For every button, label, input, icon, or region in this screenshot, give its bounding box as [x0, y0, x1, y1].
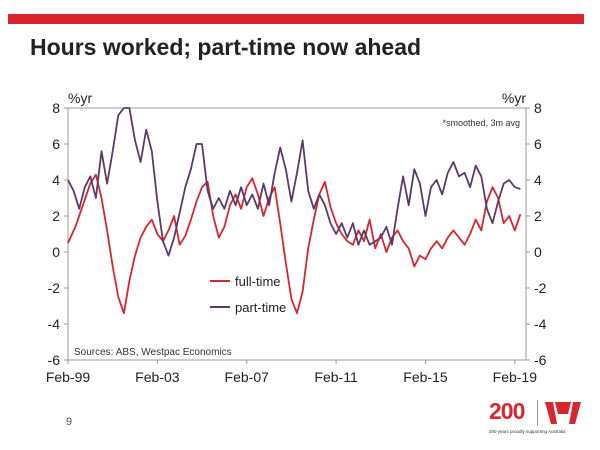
x-tick-label: Feb-99 [46, 369, 91, 385]
page-number: 9 [66, 416, 73, 428]
logo-200-text: 200 [489, 398, 525, 424]
left-axis-unit: %yr [68, 90, 92, 106]
westpac-logo: 200 200 years proudly supporting Austral… [489, 398, 589, 438]
logo-tagline: 200 years proudly supporting Australia [489, 429, 566, 434]
y-left-tick-label: 6 [52, 136, 60, 152]
y-right-tick-label: -4 [534, 316, 547, 332]
y-right-tick-label: 8 [534, 100, 542, 116]
y-left-tick-label: 2 [52, 208, 60, 224]
y-left-tick-label: 0 [52, 244, 60, 260]
x-tick-label: Feb-03 [135, 369, 180, 385]
legend: full-time part-time [210, 274, 286, 315]
y-right-tick-label: -2 [534, 280, 547, 296]
x-tick-label: Feb-07 [225, 369, 270, 385]
plot-frame [67, 107, 527, 361]
x-tick-label: Feb-15 [403, 369, 448, 385]
smoothing-note: *smoothed, 3m avg [442, 118, 520, 128]
legend-full-time-label: full-time [235, 274, 281, 289]
y-left-tick-label: 4 [52, 172, 60, 188]
y-left-tick-label: -2 [48, 280, 61, 296]
top-accent-bar [8, 14, 584, 24]
y-right-tick-label: -6 [534, 352, 547, 368]
westpac-w-icon [545, 402, 581, 424]
source-note: Sources: ABS, Westpac Economics [74, 347, 232, 358]
x-tick-label: Feb-11 [314, 369, 358, 385]
legend-part-time-label: part-time [235, 300, 286, 315]
logo-divider [537, 400, 538, 426]
x-tick-label: Feb-19 [493, 369, 538, 385]
series-lines [67, 107, 522, 315]
series-line-part-time [67, 107, 521, 257]
y-left-tick-label: -6 [48, 352, 61, 368]
left-axis-ticks: 8 6 4 2 0 -2 -4 -6 [48, 100, 68, 368]
y-left-tick-label: -4 [48, 316, 61, 332]
series-line-full-time [67, 173, 522, 315]
right-axis-unit: %yr [502, 90, 526, 106]
x-axis-ticks: Feb-99 Feb-03 Feb-07 Feb-11 Feb-15 Feb-19 [46, 360, 537, 385]
y-right-tick-label: 0 [534, 244, 542, 260]
y-right-tick-label: 4 [534, 172, 542, 188]
slide-title: Hours worked; part-time now ahead [30, 34, 422, 60]
y-right-tick-label: 6 [534, 136, 542, 152]
y-right-tick-label: 2 [534, 208, 542, 224]
y-left-tick-label: 8 [52, 100, 60, 116]
right-axis-ticks: 8 6 4 2 0 -2 -4 -6 [526, 100, 547, 368]
